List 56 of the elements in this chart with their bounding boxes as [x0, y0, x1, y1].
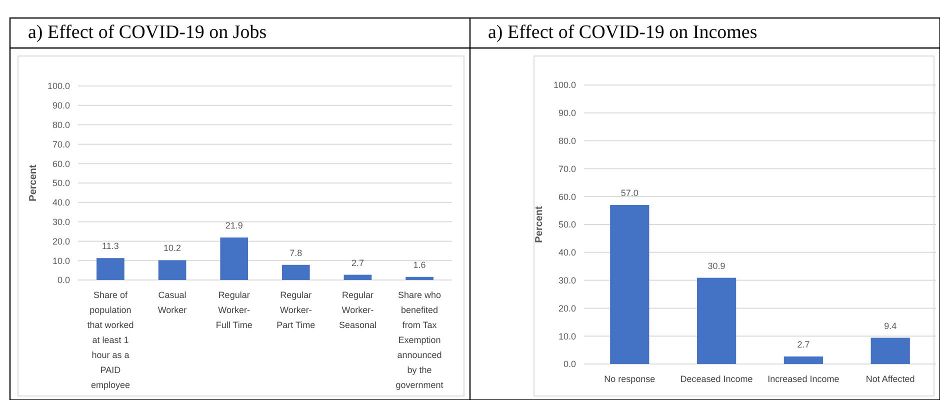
x-tick-label: Casual Worker — [158, 290, 187, 315]
bar — [610, 204, 650, 364]
y-tick-label: 0.0 — [57, 275, 70, 286]
y-tick-label: 20.0 — [558, 303, 576, 314]
y-axis-title: Percent — [534, 205, 545, 243]
y-tick-label: 30.0 — [558, 275, 576, 286]
bar — [406, 276, 434, 280]
x-tick-label: Deceased Income — [680, 374, 753, 384]
y-tick-label: 50.0 — [52, 178, 70, 188]
x-tick-label: Share of population that worked at least 1 hour as a PAID employee — [87, 290, 134, 390]
data-label: 10.2 — [164, 243, 182, 254]
data-label: 7.8 — [290, 248, 302, 258]
y-tick-label: 40.0 — [558, 248, 576, 258]
y-tick-label: 90.0 — [52, 100, 70, 111]
bar — [696, 278, 736, 364]
data-label: 1.6 — [413, 260, 426, 270]
bar — [158, 260, 186, 280]
data-label: 11.3 — [102, 241, 119, 252]
chart-title: a) Effect of COVID-19 on Jobs — [28, 22, 267, 43]
y-tick-label: 10.0 — [52, 256, 70, 266]
bar — [96, 258, 124, 280]
y-tick-label: 60.0 — [52, 158, 70, 169]
x-tick-label: Regular Worker- Seasonal — [338, 290, 376, 330]
data-label: 21.9 — [225, 220, 243, 231]
y-tick-label: 70.0 — [52, 139, 70, 150]
x-tick-label: Regular Worker- Full Time — [216, 290, 252, 330]
data-label: 57.0 — [620, 188, 638, 198]
y-axis-title: Percent — [28, 164, 39, 202]
chart-title: a) Effect of COVID-19 on Incomes — [488, 22, 758, 43]
y-tick-label: 100.0 — [553, 80, 576, 90]
x-tick-label: Increased Income — [768, 374, 840, 384]
y-tick-label: 80.0 — [52, 120, 70, 130]
y-tick-label: 60.0 — [558, 192, 576, 202]
y-tick-label: 20.0 — [52, 236, 70, 246]
bar — [344, 274, 372, 280]
y-tick-label: 90.0 — [558, 108, 576, 118]
data-label: 2.7 — [351, 258, 364, 268]
bar — [220, 238, 248, 280]
y-tick-label: 70.0 — [558, 164, 576, 174]
x-tick-label: Not Affected — [866, 374, 915, 384]
bar — [784, 356, 824, 364]
data-label: 9.4 — [884, 320, 897, 331]
data-label: 30.9 — [708, 260, 726, 271]
y-tick-label: 10.0 — [558, 331, 576, 342]
x-tick-label: Share who benefited from Tax Exemption announced by the government — [396, 290, 444, 390]
bar — [870, 338, 910, 364]
y-tick-label: 50.0 — [558, 220, 576, 230]
x-tick-label: No response — [604, 374, 656, 384]
bar — [282, 264, 310, 280]
y-tick-label: 40.0 — [52, 198, 70, 208]
y-tick-label: 100.0 — [47, 81, 70, 92]
y-tick-label: 0.0 — [563, 359, 576, 370]
y-tick-label: 30.0 — [52, 216, 70, 227]
y-tick-label: 80.0 — [558, 136, 576, 146]
data-label: 2.7 — [797, 339, 810, 350]
x-tick-label: Regular Worker- Part Time — [276, 290, 316, 330]
